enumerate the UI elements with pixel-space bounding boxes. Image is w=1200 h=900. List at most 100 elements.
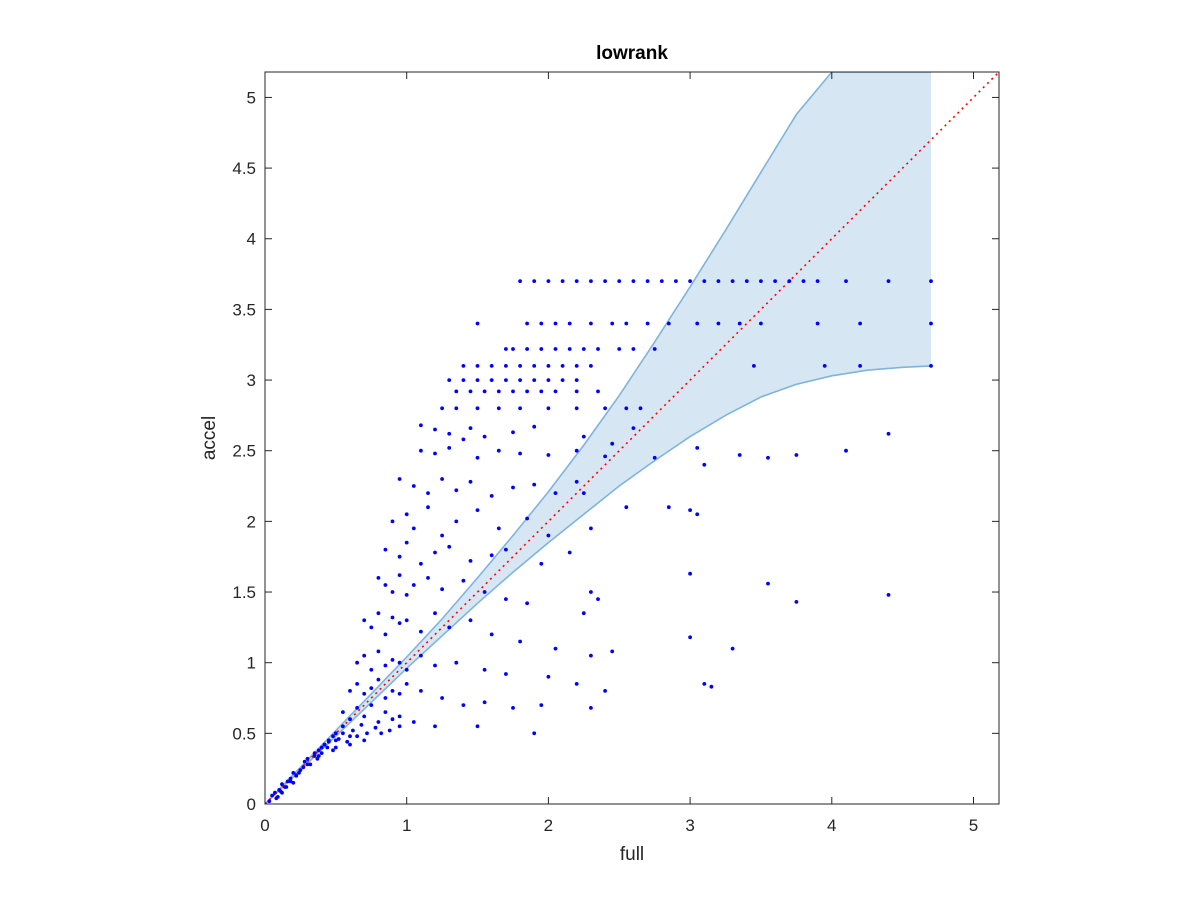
data-point [482,434,487,439]
data-point [815,321,820,326]
data-point [511,347,515,351]
data-point [390,519,395,524]
data-point [411,583,416,587]
data-point [504,672,508,676]
data-point [383,583,388,587]
data-point [404,618,409,623]
data-point [325,745,330,750]
data-point [752,364,756,368]
data-point [759,279,763,283]
data-point [411,526,416,531]
y-tick-label: 0.5 [232,724,256,743]
plot-frame [264,71,1000,805]
data-point [652,347,657,351]
data-point [553,491,558,495]
data-point [291,780,296,785]
data-point [475,321,480,326]
data-point [433,724,437,729]
data-point [397,660,402,665]
data-point [419,423,423,428]
data-point [638,406,643,411]
data-point [348,717,352,722]
data-point [298,768,303,772]
data-point [518,279,522,283]
data-point [688,279,692,283]
data-point [440,696,444,700]
data-point [496,526,501,531]
data-point [404,593,409,597]
data-point [737,453,742,457]
data-point [397,477,402,481]
data-point [351,728,355,733]
data-point [376,611,381,616]
data-point [397,714,402,719]
data-point [539,703,544,707]
data-point [532,279,537,283]
data-point [688,508,692,512]
x-tick-label: 0 [260,816,269,835]
data-point [489,632,494,637]
data-point [645,321,650,326]
data-point [546,674,551,679]
data-point [645,279,650,283]
data-point [511,389,515,394]
data-point [440,587,444,592]
data-point [496,389,501,394]
data-point [929,279,933,283]
data-point [454,406,459,411]
data-point [532,424,537,429]
data-point [383,547,388,552]
data-point [504,364,508,368]
data-point [341,724,345,729]
data-point [475,455,480,460]
data-point [504,597,508,601]
data-point [702,462,707,467]
data-point [305,756,310,761]
data-point [312,754,317,758]
data-point [397,573,402,577]
data-points [267,279,933,804]
data-point [822,364,827,368]
data-point [504,347,508,351]
data-point [624,406,629,411]
data-point [716,279,721,283]
data-point [787,279,792,283]
data-point [574,406,579,411]
data-point [319,745,324,750]
data-point [273,790,277,795]
y-axis-label: accel [199,416,220,460]
data-point [624,321,629,326]
data-point [730,646,735,651]
data-point [525,601,529,606]
data-point [411,484,416,488]
data-point [468,389,473,394]
data-point [759,321,763,326]
data-point [744,279,749,283]
data-point [553,646,558,651]
data-point [546,378,551,382]
data-point [553,389,558,394]
data-point [574,378,579,382]
data-point [362,714,367,719]
data-point [369,686,374,690]
data-point [390,590,395,594]
data-point [532,482,537,487]
data-point [387,728,392,733]
data-point [504,547,508,552]
data-point [631,347,636,351]
data-point [433,611,437,616]
data-point [302,759,307,764]
data-point [518,451,522,456]
data-point [348,734,352,739]
data-point [603,406,607,411]
data-point [532,378,537,382]
data-point [284,785,289,789]
data-point [624,505,629,510]
data-point [511,430,515,435]
data-point [288,779,293,784]
data-point [603,689,607,693]
data-point [886,593,891,597]
data-point [886,431,891,436]
data-point [461,437,466,442]
x-axis-label: full [620,844,644,865]
